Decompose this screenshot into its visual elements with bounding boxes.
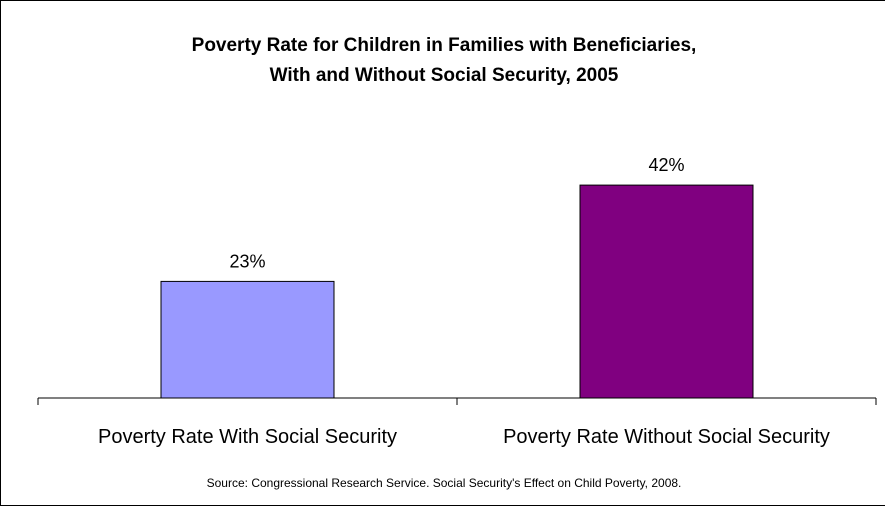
source-note: Source: Congressional Research Service. … <box>207 476 682 490</box>
data-label-1: 23% <box>229 251 265 271</box>
chart-title: Poverty Rate for Children in Families wi… <box>192 35 697 56</box>
category-label-1: Poverty Rate With Social Security <box>98 426 397 448</box>
labels-layer: 23% Poverty Rate With Social Security 42% P… <box>98 155 830 448</box>
bar-1 <box>160 280 335 399</box>
category-label-2: Poverty Rate Without Social Security <box>503 426 830 448</box>
bar-2 <box>579 184 754 399</box>
bars-layer <box>160 184 754 399</box>
data-label-2: 42% <box>648 155 684 175</box>
chart-subtitle: With and Without Social Security, 2005 <box>270 65 619 86</box>
